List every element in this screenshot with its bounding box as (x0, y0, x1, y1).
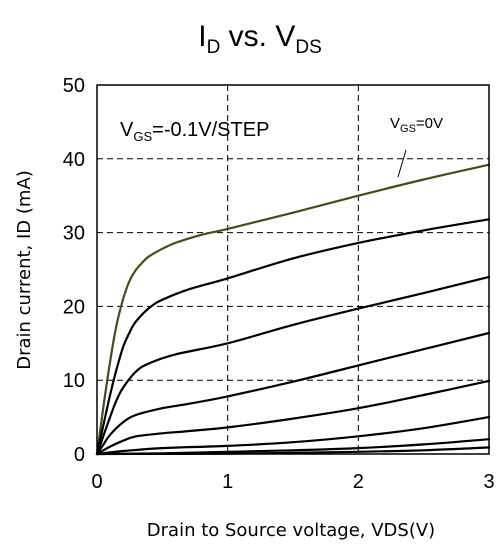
y-axis-label: Drain current, ID (mA) (14, 170, 35, 370)
series-line-1 (95, 163, 491, 456)
vgs-zero-pointer (397, 149, 407, 178)
plot-frame (96, 84, 490, 455)
y-tick-label: 30 (63, 223, 85, 245)
y-tick-label: 20 (63, 296, 85, 318)
grid-lines (97, 85, 489, 454)
y-tick-label: 50 (63, 75, 85, 97)
x-tick-label: 2 (353, 471, 364, 493)
x-tick-label: 1 (222, 471, 233, 493)
series-layer (95, 163, 491, 456)
series-line-2 (95, 218, 491, 456)
y-tick-label: 0 (74, 444, 85, 466)
step-annotation: VGS=-0.1V/STEP (120, 119, 269, 144)
x-axis-label: Drain to Source voltage, VDS(V) (147, 520, 435, 541)
y-tick-label: 40 (63, 149, 85, 171)
series-line-4 (95, 331, 491, 456)
x-tick-label: 0 (91, 471, 102, 493)
y-tick-label: 10 (63, 370, 85, 392)
series-line-5 (95, 379, 491, 456)
chart-title: ID vs. VDS (198, 20, 322, 58)
series-line-6 (95, 416, 491, 456)
series-line-3 (95, 275, 491, 456)
vgs-zero-annotation: VGS=0V (390, 115, 443, 135)
x-tick-label: 3 (483, 471, 494, 493)
